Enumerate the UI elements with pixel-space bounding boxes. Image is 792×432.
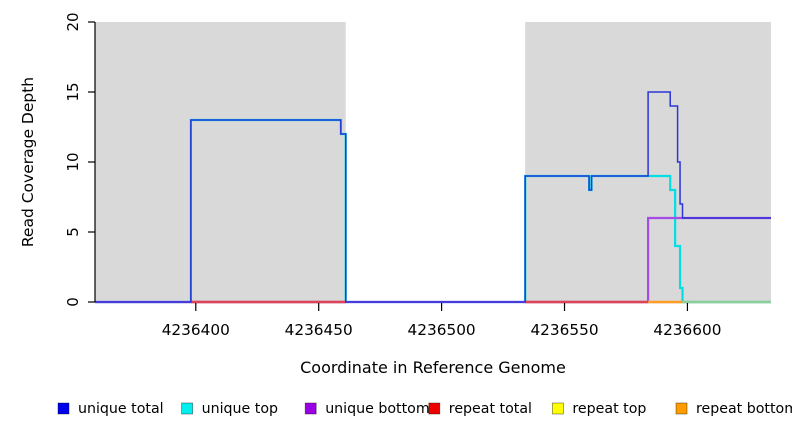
legend-swatch-unique-bottom — [304, 402, 317, 415]
y-axis-title: Read Coverage Depth — [19, 77, 37, 247]
x-axis-title: Coordinate in Reference Genome — [300, 358, 566, 377]
legend-swatch-repeat-bottom — [675, 402, 688, 415]
x-tick-label: 4236600 — [653, 321, 721, 339]
x-tick-label: 4236550 — [530, 321, 598, 339]
x-tick-label: 4236400 — [162, 321, 230, 339]
legend-swatch-repeat-top — [552, 402, 564, 415]
series-layer — [95, 91, 771, 304]
legend-label-repeat-bottom: repeat bottom — [696, 401, 792, 417]
legend-label-repeat-top: repeat top — [572, 401, 646, 417]
y-tick-label: 0 — [64, 297, 82, 307]
legend-label-unique-total: unique total — [78, 401, 164, 417]
x-tick-label: 4236450 — [285, 321, 353, 339]
y-tick-label: 15 — [64, 82, 82, 101]
series-line-unique-total — [95, 91, 771, 303]
legend-swatch-unique-top — [181, 402, 194, 415]
legend-label-repeat-total: repeat total — [449, 401, 532, 417]
y-tick-label: 20 — [64, 12, 82, 31]
shaded-regions-layer — [95, 22, 771, 304]
shaded-region — [95, 22, 346, 304]
legend-label-unique-top: unique top — [202, 401, 278, 417]
legend-swatch-unique-total — [57, 402, 70, 415]
axes-layer: 0 5 10 15 20 4236400 4236450 4236500 4236550 4236… — [64, 12, 721, 339]
legend: unique total unique top unique bottom repea… — [57, 401, 792, 417]
x-tick-label: 4236500 — [408, 321, 476, 339]
legend-label-unique-bottom: unique bottom — [325, 401, 429, 417]
y-tick-label: 5 — [64, 227, 82, 237]
y-tick-label: 10 — [64, 152, 82, 171]
legend-swatch-repeat-total — [428, 402, 441, 415]
